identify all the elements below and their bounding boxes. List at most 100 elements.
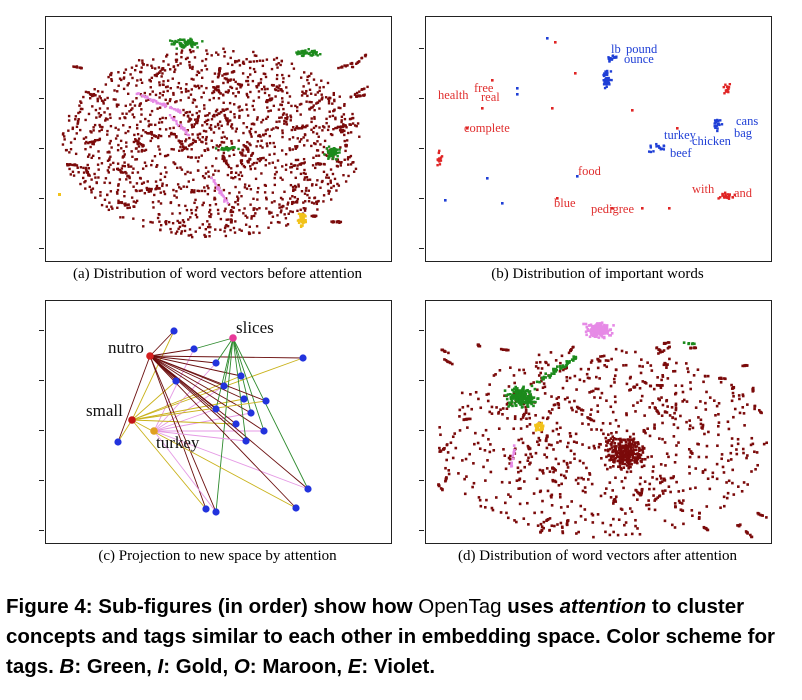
scatter-point: [681, 390, 685, 394]
scatter-point: [315, 149, 319, 152]
scatter-point: [599, 323, 603, 327]
scatter-point: [310, 72, 313, 75]
scatter-point: [93, 88, 96, 91]
scatter-point: [79, 166, 83, 169]
scatter-point: [698, 512, 701, 515]
scatter-point: [498, 369, 502, 372]
scatter-point: [576, 482, 580, 485]
scatter-point: [634, 452, 638, 456]
scatter-point: [142, 181, 146, 184]
scatter-point: [630, 450, 633, 453]
scatter-point: [118, 178, 122, 181]
scatter-point: [251, 79, 255, 83]
scatter-point: [605, 73, 609, 77]
scatter-point: [92, 142, 95, 146]
scatter-point: [559, 521, 563, 525]
scatter-point: [96, 99, 99, 103]
scatter-point: [606, 71, 609, 75]
scatter-point: [196, 70, 199, 73]
scatter-point: [234, 175, 237, 179]
scatter-point: [112, 161, 115, 165]
scatter-point: [363, 87, 366, 90]
scatter-point: [561, 530, 564, 533]
scatter-point: [487, 437, 490, 441]
scatter-point: [335, 158, 338, 161]
scatter-point: [603, 330, 607, 334]
scatter-point: [196, 119, 200, 122]
scatter-point: [529, 461, 532, 465]
scatter-point: [74, 118, 77, 121]
scatter-point: [117, 103, 120, 106]
scatter-point: [568, 376, 572, 380]
scatter-point: [489, 470, 493, 474]
scatter-point: [180, 55, 183, 59]
scatter-point: [253, 167, 257, 170]
scatter-point: [552, 369, 555, 372]
scatter-point: [178, 41, 181, 45]
scatter-point: [648, 482, 652, 486]
scatter-point: [596, 358, 600, 361]
scatter-point: [255, 208, 259, 211]
scatter-point: [265, 58, 269, 61]
scatter-point: [231, 127, 234, 130]
scatter-point: [128, 176, 131, 180]
scatter-point: [629, 443, 633, 446]
scatter-point: [212, 90, 216, 94]
scatter-point: [189, 93, 193, 96]
scatter-point: [261, 118, 265, 122]
scatter-point: [247, 231, 251, 234]
scatter-point: [728, 193, 731, 196]
scatter-point: [310, 184, 314, 187]
scatter-point: [511, 404, 514, 408]
scatter-point: [505, 397, 509, 401]
scatter-point: [298, 103, 302, 106]
scatter-point: [524, 405, 527, 409]
scatter-point: [541, 499, 544, 503]
scatter-point: [697, 416, 700, 419]
scatter-point: [603, 326, 606, 330]
scatter-point: [760, 411, 763, 415]
scatter-point: [521, 405, 524, 409]
scatter-point: [540, 529, 544, 533]
scatter-point: [137, 145, 141, 148]
scatter-point: [513, 401, 517, 405]
scatter-point: [203, 149, 207, 153]
scatter-point: [578, 459, 582, 463]
scatter-point: [266, 128, 269, 131]
scatter-point: [180, 91, 183, 94]
scatter-point: [537, 436, 541, 440]
scatter-point: [164, 105, 167, 109]
scatter-point: [249, 203, 252, 206]
scatter-point: [262, 72, 266, 75]
attention-edge: [149, 355, 242, 377]
scatter-point: [494, 496, 498, 499]
scatter-point: [181, 44, 185, 47]
scatter-point: [84, 187, 87, 190]
scatter-point: [636, 498, 639, 501]
scatter-point: [138, 176, 142, 180]
scatter-point: [118, 117, 122, 120]
scatter-point: [291, 136, 295, 139]
scatter-point: [109, 163, 112, 166]
scatter-point: [540, 421, 544, 425]
scatter-point: [312, 156, 315, 159]
scatter-point: [158, 83, 161, 87]
scatter-point: [320, 79, 323, 82]
scatter-point: [88, 141, 91, 144]
scatter-point: [440, 155, 444, 158]
scatter-point: [196, 117, 199, 121]
scatter-point: [94, 94, 97, 97]
scatter-point: [222, 155, 225, 159]
scatter-point: [179, 87, 183, 90]
scatter-point: [213, 198, 216, 201]
scatter-point: [674, 402, 678, 406]
scatter-point: [686, 367, 689, 370]
scatter-point: [610, 357, 613, 361]
scatter-point: [659, 351, 662, 354]
scatter-point: [280, 116, 283, 119]
scatter-point: [553, 524, 556, 528]
scatter-point: [566, 520, 569, 523]
scatter-point: [327, 157, 330, 160]
scatter-point: [476, 441, 480, 445]
scatter-point: [677, 441, 680, 444]
